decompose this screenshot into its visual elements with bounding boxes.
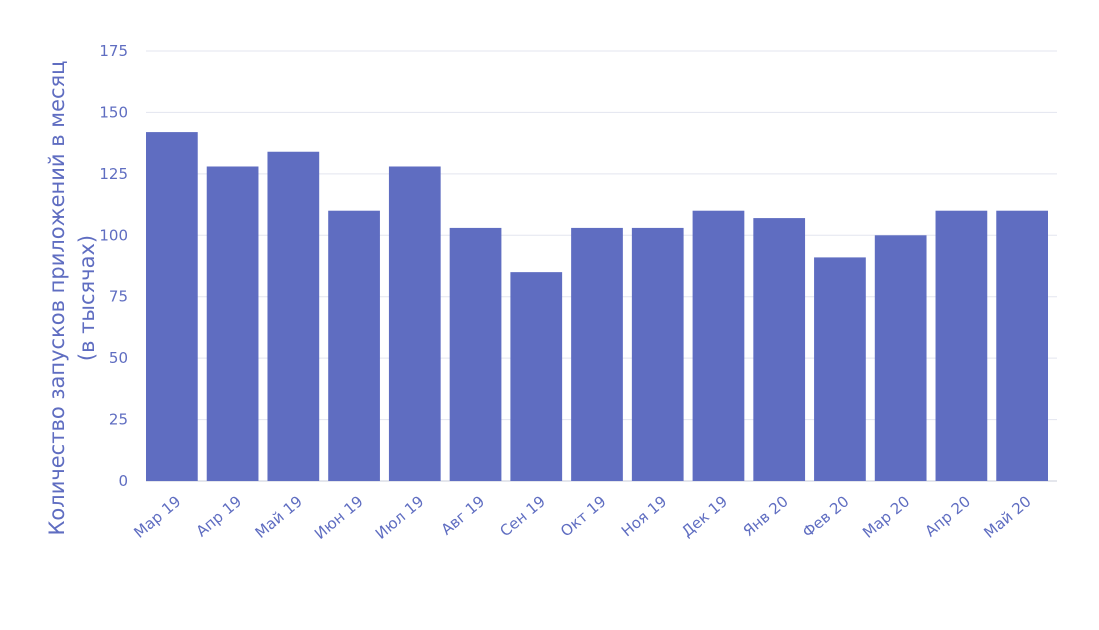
- x-tick-label: Окт 19: [557, 492, 610, 540]
- bar-Июн-19: [328, 210, 380, 481]
- x-tick-label: Мар 20: [859, 492, 913, 541]
- bar-Сен-19: [510, 272, 563, 481]
- bar-Ноя-19: [631, 227, 684, 481]
- x-tick-label: Авг 19: [438, 492, 489, 538]
- x-tick-label: Мар 19: [130, 492, 184, 541]
- x-tick-label: Апр 20: [921, 492, 974, 540]
- bars: [146, 132, 1048, 482]
- bar-Май-19: [267, 151, 320, 482]
- y-tick-label: 0: [118, 472, 128, 490]
- bar-Окт-19: [571, 227, 623, 481]
- y-tick-label: 175: [99, 42, 128, 60]
- x-tick-label: Сен 19: [496, 492, 548, 540]
- bar-Апр-19: [206, 166, 259, 482]
- bar-Авг-19: [449, 227, 502, 481]
- y-tick-label: 50: [109, 349, 128, 367]
- bar-Дек-19: [692, 210, 745, 481]
- x-tick-label: Май 20: [980, 492, 1034, 542]
- x-tick-label: Май 19: [252, 492, 306, 542]
- y-tick-label: 125: [99, 165, 128, 183]
- y-axis-label-line-2: (в тысячах): [75, 235, 99, 361]
- x-tick-label: Апр 19: [193, 492, 246, 540]
- bar-Мар-20: [874, 235, 927, 481]
- y-tick-label: 25: [109, 411, 128, 429]
- x-tick-label: Июн 19: [311, 492, 367, 543]
- x-tick-label: Июл 19: [372, 492, 427, 543]
- x-tick-labels: Мар 19 Апр 19 Май 19 Июн 19 Июл 19 Авг 19 Сен …: [130, 492, 1034, 543]
- bar-Май-20: [996, 210, 1048, 481]
- x-tick-label: Ноя 19: [618, 492, 670, 540]
- bar-Мар-19: [146, 132, 198, 481]
- y-tick-label: 100: [99, 226, 128, 244]
- y-tick-label: 150: [99, 103, 128, 121]
- x-tick-label: Дек 19: [678, 492, 731, 540]
- y-tick-label: 75: [109, 288, 128, 306]
- bar-Янв-20: [753, 218, 806, 481]
- bar-Фев-20: [814, 257, 866, 481]
- y-axis-label-line-1: Количество запусков приложений в месяц: [45, 61, 69, 536]
- bar-Июл-19: [388, 166, 441, 482]
- x-tick-label: Фев 20: [799, 492, 853, 541]
- x-tick-label: Янв 20: [740, 492, 792, 540]
- y-tick-labels: 0 25 50 75 100 125 150 175: [99, 42, 128, 490]
- bar-Апр-20: [935, 210, 988, 481]
